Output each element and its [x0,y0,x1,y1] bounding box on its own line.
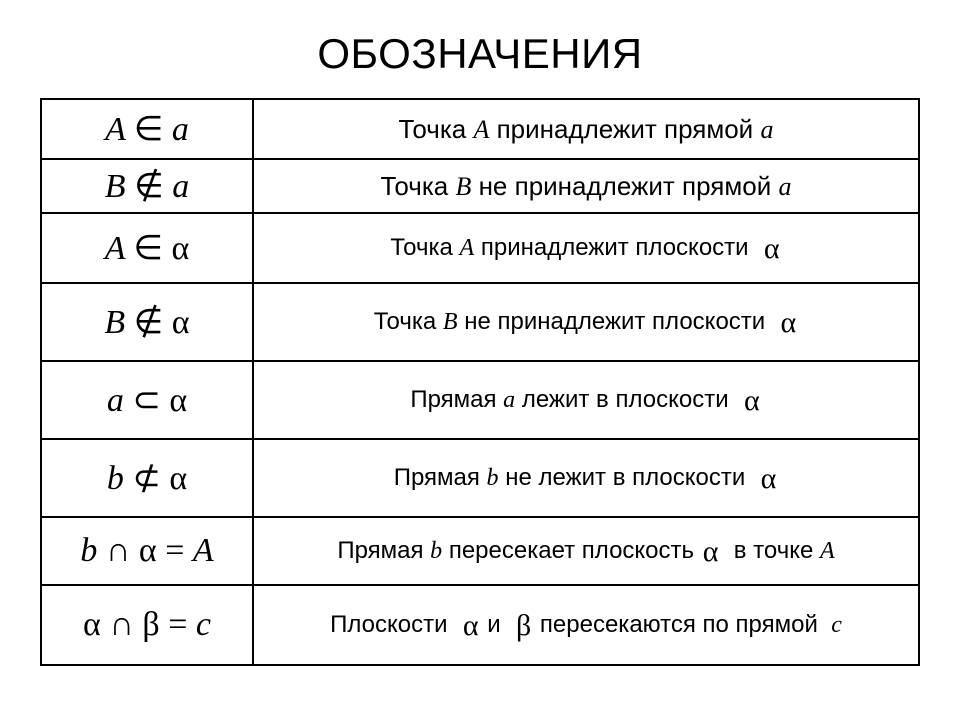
desc-cell: Точка B не принадлежит прямой a [253,159,919,213]
table-row: A ∈ a Точка A принадлежит прямой a [41,99,919,159]
desc-cell: Точка A принадлежит плоскости α [253,213,919,283]
table-row: A ∈ α Точка A принадлежит плоскости α [41,213,919,283]
symbol-cell: B ∉ a [41,159,253,213]
desc-cell: Точка A принадлежит прямой a [253,99,919,159]
symbol-cell: A ∈ α [41,213,253,283]
desc-cell: Прямая a лежит в плоскости α [253,361,919,439]
symbol-cell: B ∉ α [41,283,253,361]
page: ОБОЗНАЧЕНИЯ A ∈ a Точка A принадлежит пр… [0,0,960,720]
page-title: ОБОЗНАЧЕНИЯ [40,30,920,78]
symbol-cell: b ⊄ α [41,439,253,517]
desc-cell: Прямая b пересекает плоскость α в точке … [253,517,919,585]
notation-table: A ∈ a Точка A принадлежит прямой a B ∉ a… [40,98,920,666]
table-row: α ∩ β = c Плоскости α и β пересекаются п… [41,585,919,665]
desc-cell: Прямая b не лежит в плоскости α [253,439,919,517]
desc-cell: Плоскости α и β пересекаются по прямой c [253,585,919,665]
symbol-cell: α ∩ β = c [41,585,253,665]
table-row: B ∉ α Точка B не принадлежит плоскости α [41,283,919,361]
symbol-cell: A ∈ a [41,99,253,159]
table-row: B ∉ a Точка B не принадлежит прямой a [41,159,919,213]
table-row: a ⊂ α Прямая a лежит в плоскости α [41,361,919,439]
table-row: b ∩ α = A Прямая b пересекает плоскость … [41,517,919,585]
table-body: A ∈ a Точка A принадлежит прямой a B ∉ a… [41,99,919,665]
desc-cell: Точка B не принадлежит плоскости α [253,283,919,361]
symbol-cell: a ⊂ α [41,361,253,439]
table-row: b ⊄ α Прямая b не лежит в плоскости α [41,439,919,517]
symbol-cell: b ∩ α = A [41,517,253,585]
